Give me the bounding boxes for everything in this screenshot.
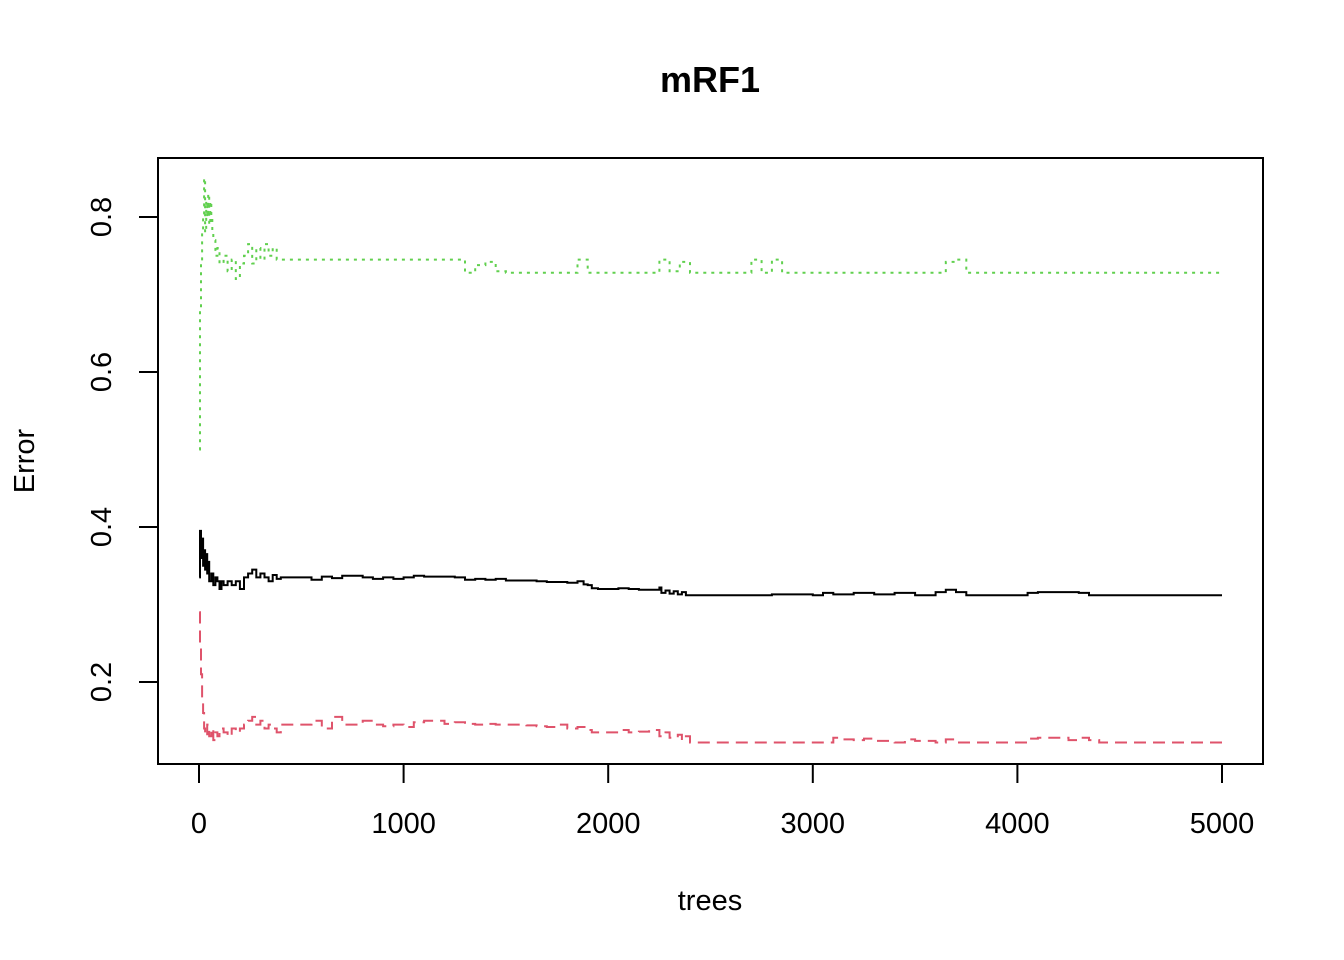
plot-frame	[157, 157, 1264, 765]
y-tick-label: 0.8	[86, 197, 118, 237]
x-axis: 0 1000 2000 3000 4000 5000	[191, 763, 1255, 840]
x-tick-label: 4000	[985, 808, 1050, 840]
series-layer	[199, 177, 1222, 744]
y-tick-label: 0.4	[86, 507, 118, 547]
y-axis-label: Error	[9, 428, 41, 493]
x-tick-label: 3000	[781, 808, 846, 840]
x-tick-label: 0	[191, 808, 207, 840]
series-line-1	[199, 529, 1222, 597]
y-tick-label: 0.6	[86, 352, 118, 392]
x-tick-label: 5000	[1190, 808, 1255, 840]
x-axis-label: trees	[678, 885, 742, 917]
series-line-2	[199, 611, 1222, 744]
series-line-3	[199, 177, 1222, 451]
y-axis: 0.2 0.4 0.6 0.8	[86, 197, 159, 702]
x-tick-label: 2000	[576, 808, 641, 840]
y-tick-label: 0.2	[86, 662, 118, 702]
chart-title: mRF1	[660, 59, 760, 100]
x-tick-label: 1000	[371, 808, 436, 840]
